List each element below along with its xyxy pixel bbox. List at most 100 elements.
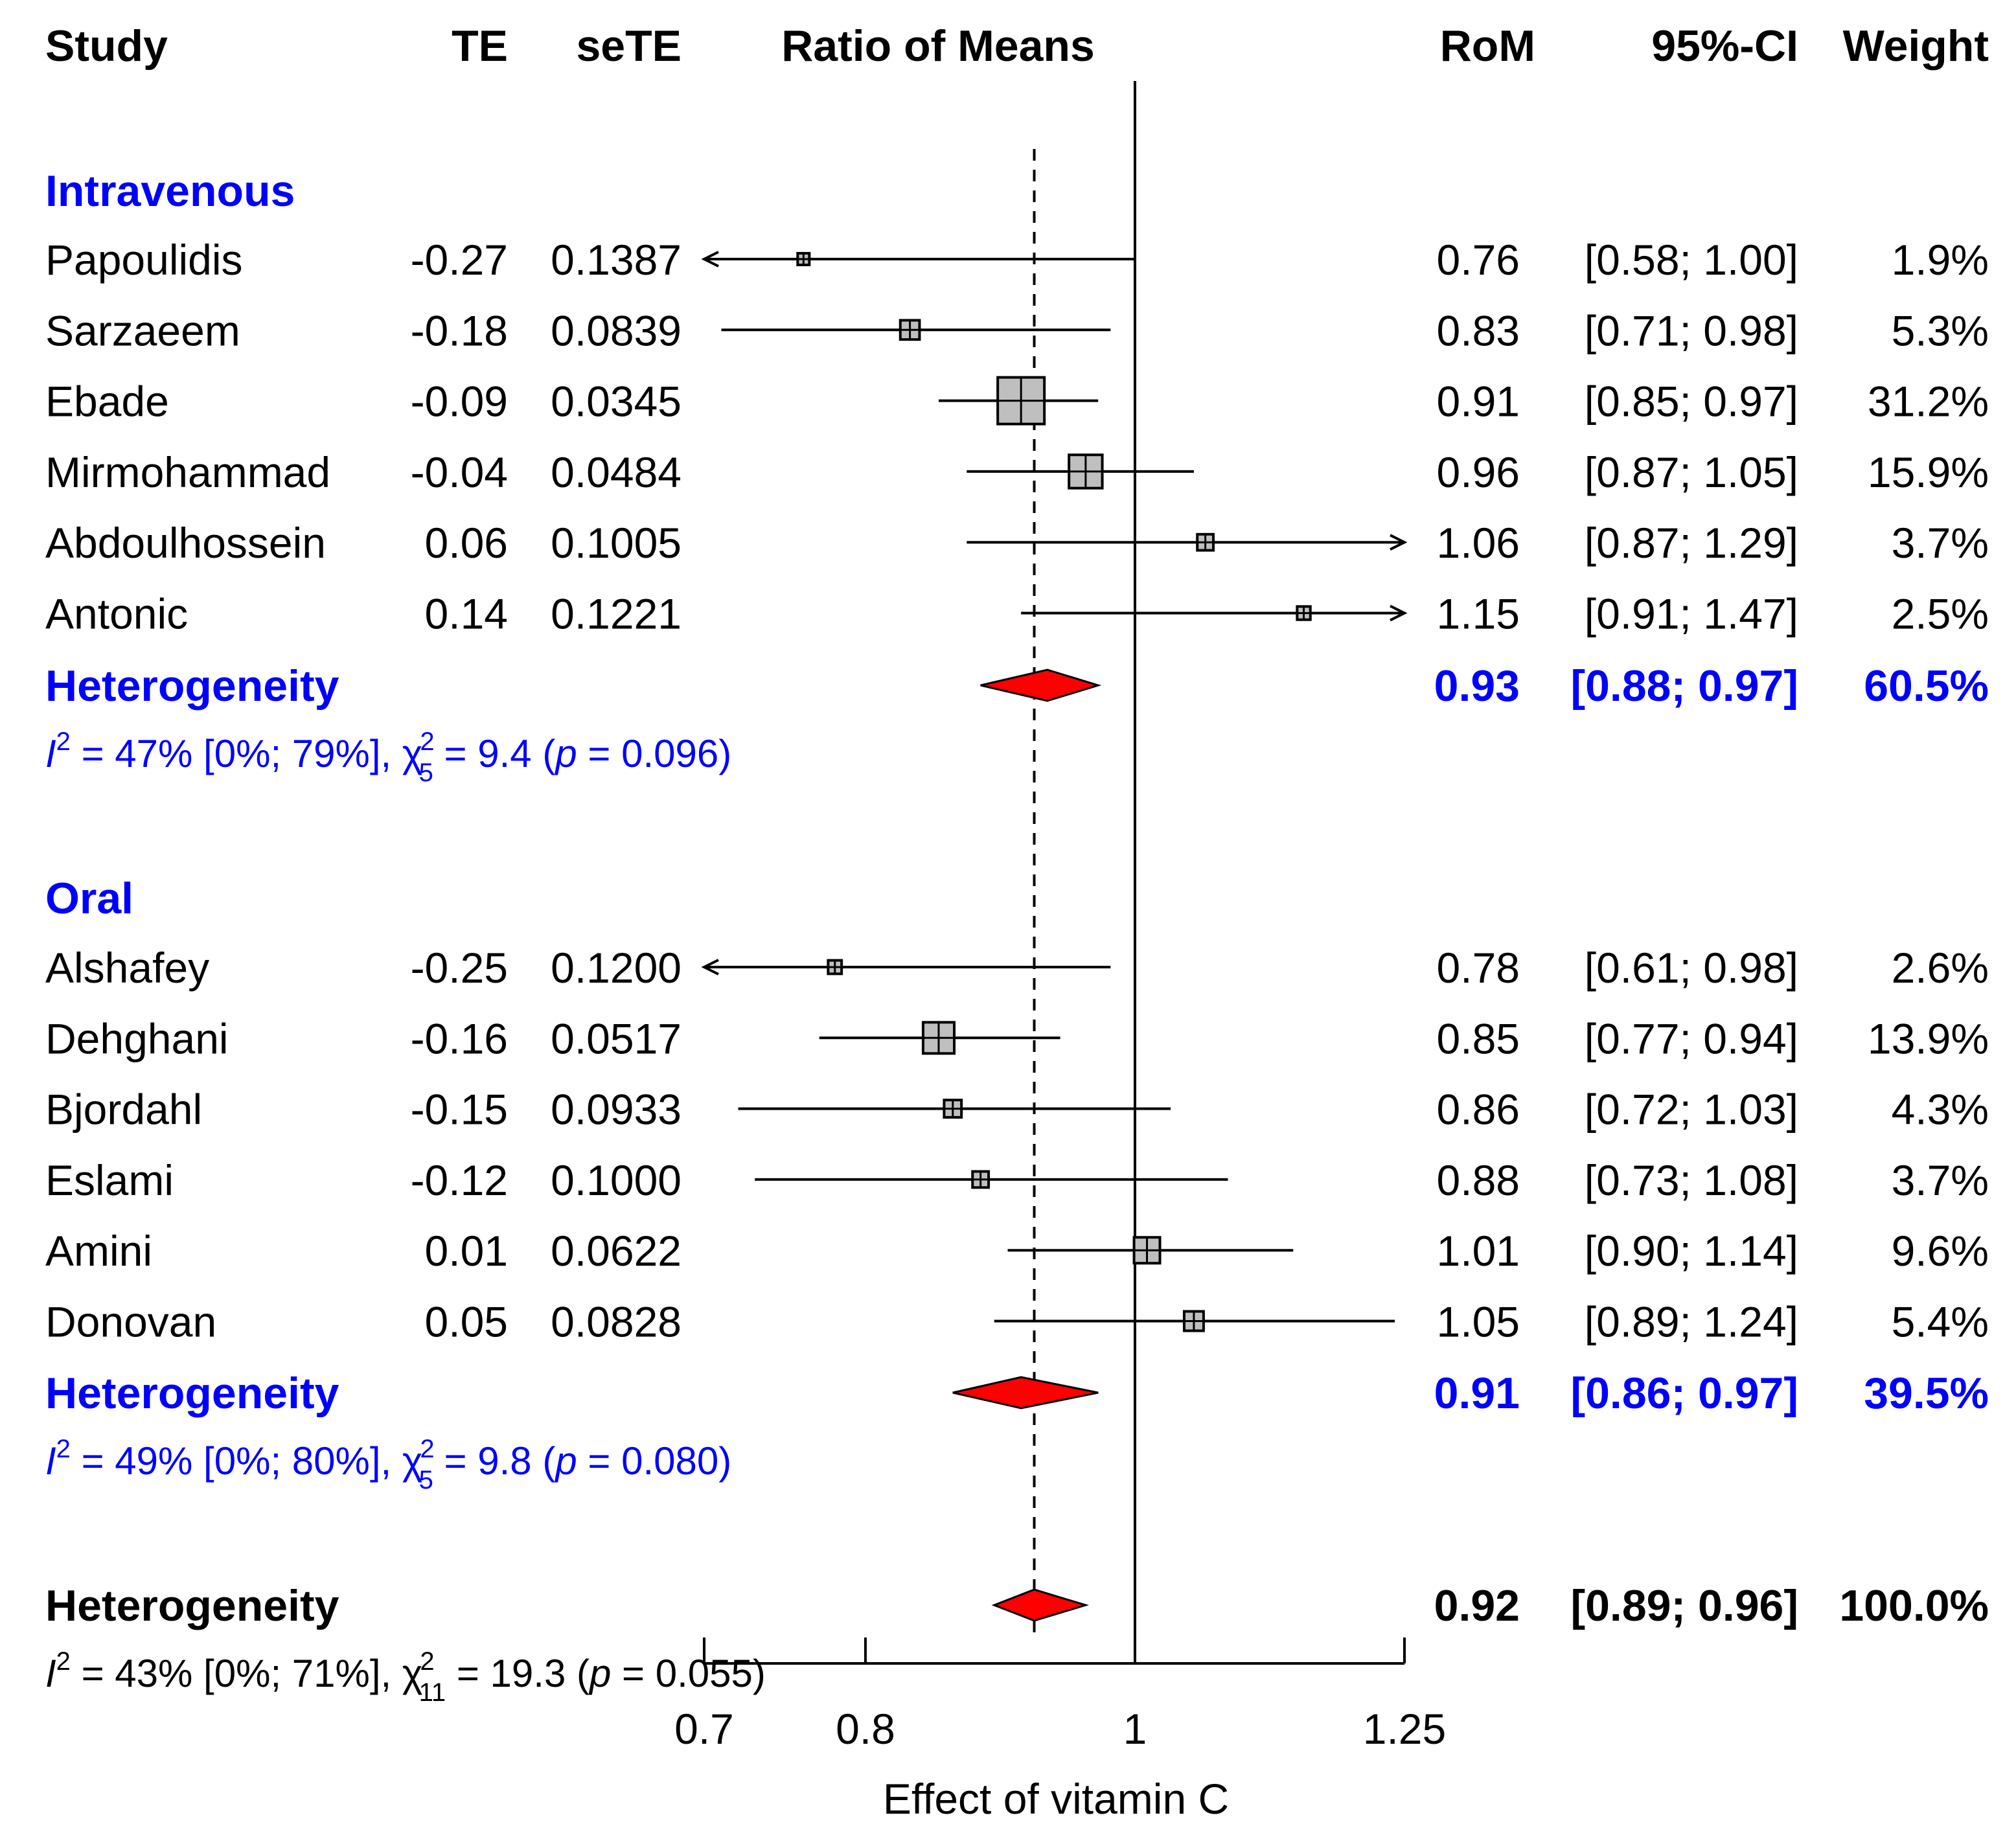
study-name: Ebade bbox=[45, 378, 169, 426]
study-name: Alshafey bbox=[45, 944, 209, 992]
study-rom: 0.88 bbox=[1437, 1156, 1520, 1204]
study-ci: [0.71; 0.98] bbox=[1585, 306, 1798, 354]
study-ci: [0.61; 0.98] bbox=[1585, 944, 1798, 992]
study-ci: [0.85; 0.97] bbox=[1585, 378, 1798, 426]
study-weight: 3.7% bbox=[1892, 519, 1989, 567]
overall-summary-ci: [0.89; 0.96] bbox=[1570, 1581, 1798, 1630]
study-sete: 0.0484 bbox=[551, 448, 682, 496]
study-rom: 1.15 bbox=[1437, 590, 1520, 638]
study-te: -0.16 bbox=[411, 1014, 508, 1062]
study-rom: 1.01 bbox=[1437, 1227, 1520, 1275]
study-te: 0.05 bbox=[425, 1298, 508, 1346]
study-weight: 2.6% bbox=[1892, 944, 1989, 992]
study-rom: 0.78 bbox=[1437, 944, 1520, 992]
study-sete: 0.1200 bbox=[551, 944, 682, 992]
study-te: -0.15 bbox=[411, 1086, 508, 1134]
study-te: -0.09 bbox=[411, 378, 508, 426]
group-summary-ci: [0.88; 0.97] bbox=[1570, 661, 1798, 711]
x-axis-tick-label: 0.7 bbox=[674, 1705, 734, 1753]
study-rom: 1.05 bbox=[1437, 1298, 1520, 1346]
study-ci: [0.91; 1.47] bbox=[1585, 590, 1798, 638]
study-ci: [0.89; 1.24] bbox=[1585, 1298, 1798, 1346]
study-sete: 0.0345 bbox=[551, 378, 682, 426]
summary-diamond bbox=[952, 1376, 1099, 1409]
x-axis: 0.7 0.8 1 1.25 bbox=[674, 1638, 1446, 1753]
study-sete: 0.0517 bbox=[551, 1014, 682, 1062]
group-summary-ci: [0.86; 0.97] bbox=[1570, 1369, 1798, 1418]
study-weight: 4.3% bbox=[1892, 1086, 1989, 1134]
study-name: Mirmohammad bbox=[45, 448, 330, 496]
header-sete: seTE bbox=[576, 21, 682, 71]
study-name: Bjordahl bbox=[45, 1086, 202, 1134]
study-weight: 15.9% bbox=[1868, 448, 1989, 496]
group-title: Oral bbox=[45, 874, 133, 923]
ci-arrow bbox=[701, 959, 719, 976]
study-name: Donovan bbox=[45, 1298, 216, 1346]
overall-summary-weight: 100.0% bbox=[1839, 1581, 1989, 1630]
overall-summary-rom: 0.92 bbox=[1434, 1581, 1520, 1630]
study-name: Eslami bbox=[45, 1156, 174, 1204]
group-summary-rom: 0.93 bbox=[1434, 661, 1520, 711]
study-sete: 0.1221 bbox=[551, 590, 682, 638]
study-weight: 2.5% bbox=[1892, 590, 1989, 638]
ci-arrow bbox=[701, 251, 719, 268]
study-te: 0.14 bbox=[425, 590, 508, 638]
summary-diamond bbox=[991, 1588, 1090, 1622]
header-weight: Weight bbox=[1843, 21, 1989, 71]
study-rom: 0.96 bbox=[1437, 448, 1520, 496]
study-sete: 0.0828 bbox=[551, 1298, 682, 1346]
study-rom: 0.91 bbox=[1437, 378, 1520, 426]
study-ci: [0.77; 0.94] bbox=[1585, 1014, 1798, 1062]
study-weight: 13.9% bbox=[1868, 1014, 1989, 1062]
ci-arrow bbox=[1390, 534, 1408, 551]
study-rom: 0.83 bbox=[1437, 306, 1520, 354]
study-te: -0.25 bbox=[411, 944, 508, 992]
study-te: 0.01 bbox=[425, 1227, 508, 1275]
study-te: -0.27 bbox=[411, 236, 508, 284]
study-te: 0.06 bbox=[425, 519, 508, 567]
study-name: Papoulidis bbox=[45, 236, 243, 284]
study-te: -0.12 bbox=[411, 1156, 508, 1204]
study-name: Antonic bbox=[45, 590, 188, 638]
summary-diamond bbox=[980, 668, 1102, 702]
group-summary-label: Heterogeneity bbox=[45, 1369, 339, 1418]
study-weight: 3.7% bbox=[1892, 1156, 1989, 1204]
group-summary-weight: 60.5% bbox=[1864, 661, 1989, 711]
overall-summary-label: Heterogeneity bbox=[45, 1581, 339, 1630]
study-te: -0.18 bbox=[411, 306, 508, 354]
study-name: Amini bbox=[45, 1227, 152, 1275]
study-sete: 0.1387 bbox=[551, 236, 682, 284]
study-rom: 0.76 bbox=[1437, 236, 1520, 284]
header-study: Study bbox=[45, 21, 168, 71]
group-summary-weight: 39.5% bbox=[1864, 1369, 1989, 1418]
header-ci: 95%-CI bbox=[1651, 21, 1798, 71]
study-ci: [0.72; 1.03] bbox=[1585, 1086, 1798, 1134]
heterogeneity-stats: I2 = 49% [0%; 80%], χ2 5 = 9.8 (p = 0.080… bbox=[45, 1435, 731, 1494]
study-sete: 0.0839 bbox=[551, 306, 682, 354]
heterogeneity-stats: I2 = 43% [0%; 71%], χ2 11 = 19.3 (p = 0.0… bbox=[45, 1647, 766, 1707]
study-weight: 1.9% bbox=[1892, 236, 1989, 284]
study-name: Dehghani bbox=[45, 1014, 229, 1062]
header-te: TE bbox=[452, 21, 508, 71]
plot-area bbox=[701, 81, 1408, 1663]
study-name: Abdoulhossein bbox=[45, 519, 326, 567]
group-title: Intravenous bbox=[45, 166, 295, 216]
study-ci: [0.87; 1.29] bbox=[1585, 519, 1798, 567]
study-sete: 0.1005 bbox=[551, 519, 682, 567]
study-sete: 0.0933 bbox=[551, 1086, 682, 1134]
header-rom: RoM bbox=[1440, 21, 1535, 71]
study-ci: [0.87; 1.05] bbox=[1585, 448, 1798, 496]
x-axis-tick-label: 0.8 bbox=[836, 1705, 895, 1753]
study-table: Intravenous Papoulidis -0.27 0.1387 0.76 [0.5… bbox=[45, 166, 1989, 1707]
study-weight: 31.2% bbox=[1868, 378, 1989, 426]
ci-arrow bbox=[1390, 604, 1408, 622]
study-rom: 0.86 bbox=[1437, 1086, 1520, 1134]
heterogeneity-stats: I2 = 47% [0%; 79%], χ2 5 = 9.4 (p = 0.096… bbox=[45, 727, 731, 787]
study-rom: 0.85 bbox=[1437, 1014, 1520, 1062]
study-weight: 5.4% bbox=[1892, 1298, 1989, 1346]
study-ci: [0.58; 1.00] bbox=[1585, 236, 1798, 284]
x-axis-label: Effect of vitamin C bbox=[883, 1775, 1229, 1823]
study-sete: 0.0622 bbox=[551, 1227, 682, 1275]
group-summary-rom: 0.91 bbox=[1434, 1369, 1520, 1418]
